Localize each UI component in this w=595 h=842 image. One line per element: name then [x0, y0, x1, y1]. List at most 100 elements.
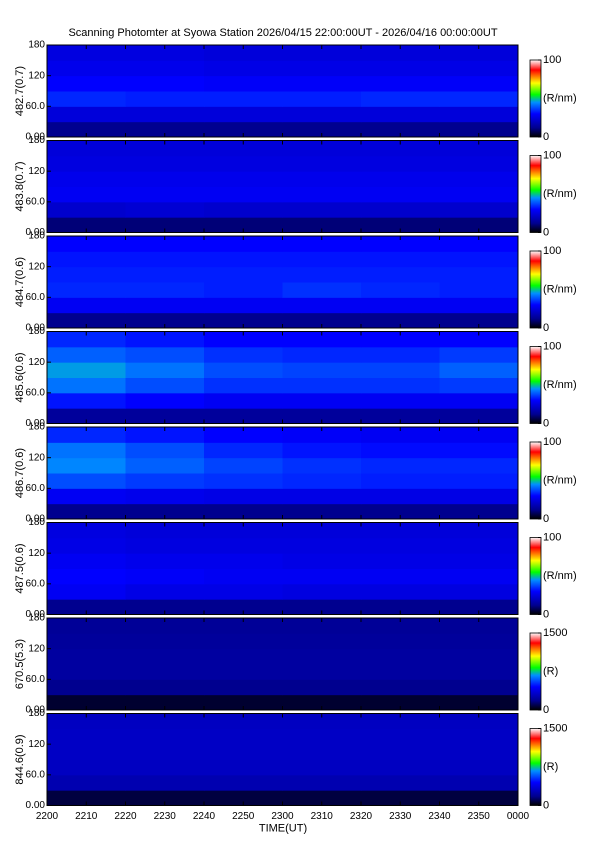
heatmap-cell	[204, 694, 283, 711]
colorbar-tick-label: 100	[543, 149, 561, 161]
heatmap-cell	[439, 488, 519, 505]
y-axis-label: 486.7(0.6)	[14, 448, 26, 498]
heatmap-cell	[204, 713, 283, 730]
heatmap	[47, 522, 519, 615]
y-tick-label: 120	[28, 261, 45, 272]
heatmap-cell	[439, 522, 519, 539]
heatmap-cell	[361, 457, 440, 474]
x-tick-label: 2240	[193, 811, 216, 822]
heatmap-cell	[361, 679, 440, 696]
heatmap-cell	[282, 583, 362, 600]
y-tick-label: 120	[28, 548, 45, 559]
y-tick-label: 180	[28, 40, 45, 51]
y-tick-label: 180	[28, 422, 45, 433]
heatmap-cell	[439, 362, 519, 378]
heatmap-cell	[204, 790, 283, 806]
y-axis-label: 844.6(0.9)	[14, 734, 26, 784]
heatmap-cell	[361, 427, 440, 443]
y-tick-label: 60.0	[26, 292, 46, 303]
heatmap-cell	[47, 236, 126, 252]
heatmap-cell	[361, 60, 440, 77]
heatmap-cell	[125, 75, 205, 92]
heatmap-cell	[282, 664, 362, 680]
heatmap-cell	[47, 618, 126, 634]
x-tick-label: 2250	[232, 811, 255, 822]
heatmap-cell	[439, 664, 519, 680]
heatmap-cell	[47, 377, 126, 394]
heatmap-cell	[47, 488, 126, 505]
heatmap	[47, 45, 519, 138]
heatmap-cell	[282, 408, 362, 424]
heatmap	[47, 713, 519, 806]
heatmap-cell	[439, 282, 519, 298]
heatmap-cell	[282, 473, 362, 489]
heatmap-cell	[47, 251, 126, 268]
heatmap-cell	[361, 251, 440, 268]
heatmap-cell	[439, 728, 519, 745]
heatmap-cell	[47, 171, 126, 187]
heatmap-cell	[47, 217, 126, 233]
heatmap-cell	[204, 503, 283, 520]
x-tick-label: 2350	[468, 811, 491, 822]
heatmap-cell	[439, 457, 519, 474]
heatmap-cell	[439, 537, 519, 554]
heatmap-cell	[361, 297, 440, 314]
heatmap-cell	[47, 362, 126, 378]
y-tick-label: 0.00	[26, 323, 46, 334]
y-tick-label: 60.0	[26, 769, 46, 780]
colorbar-label: (R/nm)	[543, 570, 577, 582]
y-axis-label: 485.6(0.6)	[14, 352, 26, 402]
heatmap-cell	[439, 633, 519, 650]
heatmap-cell	[282, 728, 362, 745]
heatmap-cell	[439, 790, 519, 806]
heatmap-cell	[282, 201, 362, 218]
heatmap-cell	[204, 442, 283, 459]
heatmap-cell	[439, 186, 519, 203]
heatmap-cell	[47, 140, 126, 157]
heatmap-cell	[125, 618, 205, 634]
heatmap-cell	[282, 266, 362, 283]
colorbar-label: (R/nm)	[543, 92, 577, 104]
heatmap-cell	[439, 45, 519, 61]
heatmap-cell	[125, 121, 205, 138]
heatmap-cell	[439, 583, 519, 600]
heatmap-cell	[361, 377, 440, 394]
heatmap-cell	[282, 346, 362, 363]
heatmap-cell	[439, 171, 519, 187]
heatmap-cell	[204, 155, 283, 172]
heatmap-cell	[439, 377, 519, 394]
heatmap-cell	[125, 648, 205, 665]
heatmap-cell	[204, 457, 283, 474]
heatmap-cell	[47, 774, 126, 791]
heatmap-cell	[47, 282, 126, 298]
heatmap-cell	[125, 713, 205, 730]
heatmap-cell	[282, 442, 362, 459]
heatmap-cell	[439, 427, 519, 443]
heatmap-cell	[282, 522, 362, 539]
heatmap-cell	[125, 140, 205, 157]
heatmap-cell	[125, 331, 205, 348]
heatmap-cell	[204, 728, 283, 745]
y-tick-label: 120	[28, 643, 45, 654]
heatmap-cell	[125, 155, 205, 172]
heatmap-cell	[47, 790, 126, 806]
heatmap-cell	[282, 217, 362, 233]
heatmap-cell	[361, 155, 440, 172]
heatmap-cell	[282, 282, 362, 298]
heatmap-cell	[47, 408, 126, 424]
heatmap-cell	[282, 171, 362, 187]
heatmap-cell	[439, 503, 519, 520]
x-axis-label: TIME(UT)	[259, 822, 307, 834]
heatmap-cell	[361, 744, 440, 760]
heatmap-cell	[204, 362, 283, 378]
heatmap-cell	[125, 537, 205, 554]
heatmap-cell	[204, 75, 283, 92]
heatmap-cell	[204, 392, 283, 409]
heatmap-cell	[439, 217, 519, 233]
heatmap-cell	[47, 694, 126, 711]
heatmap-cell	[204, 236, 283, 252]
heatmap-cell	[204, 522, 283, 539]
heatmap-cell	[439, 106, 519, 123]
colorbar-tick-label: 100	[543, 54, 561, 66]
colorbar	[529, 441, 542, 520]
